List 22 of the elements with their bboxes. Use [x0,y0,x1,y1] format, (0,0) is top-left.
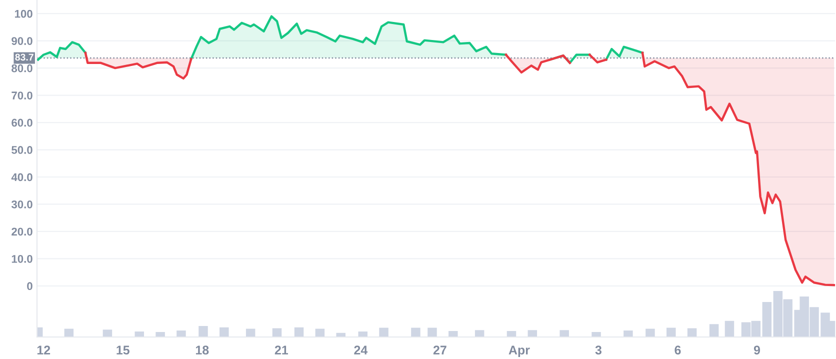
x-tick-label: 27 [433,346,446,354]
y-tick-label: 20.0 [12,228,32,236]
x-tick-label: 6 [674,346,681,355]
x-tick-label: Apr [508,346,530,357]
x-tick-label: 9 [754,346,760,355]
y-tick-label: 70.0 [12,92,32,100]
y-tick-label: 100 [14,10,32,18]
y-tick-label: 50.0 [12,146,32,154]
x-tick-label: 18 [196,346,209,355]
x-tick-label: 15 [116,346,130,355]
y-tick-label: 0 [27,282,32,290]
ref-line-label: 83.7 [15,54,34,61]
y-tick-label: 90.0 [12,37,32,45]
y-tick-label: 80.0 [12,64,32,72]
x-tick-label: 12 [37,346,50,354]
x-tick-label: 24 [354,346,368,354]
x-tick-label: 3 [595,346,602,355]
x-tick-label: 21 [274,346,288,354]
y-tick-label: 10.0 [12,254,32,263]
y-tick-label: 60.0 [12,118,32,127]
y-tick-label: 40.0 [11,173,32,182]
y-tick-label: 30.0 [11,200,32,208]
